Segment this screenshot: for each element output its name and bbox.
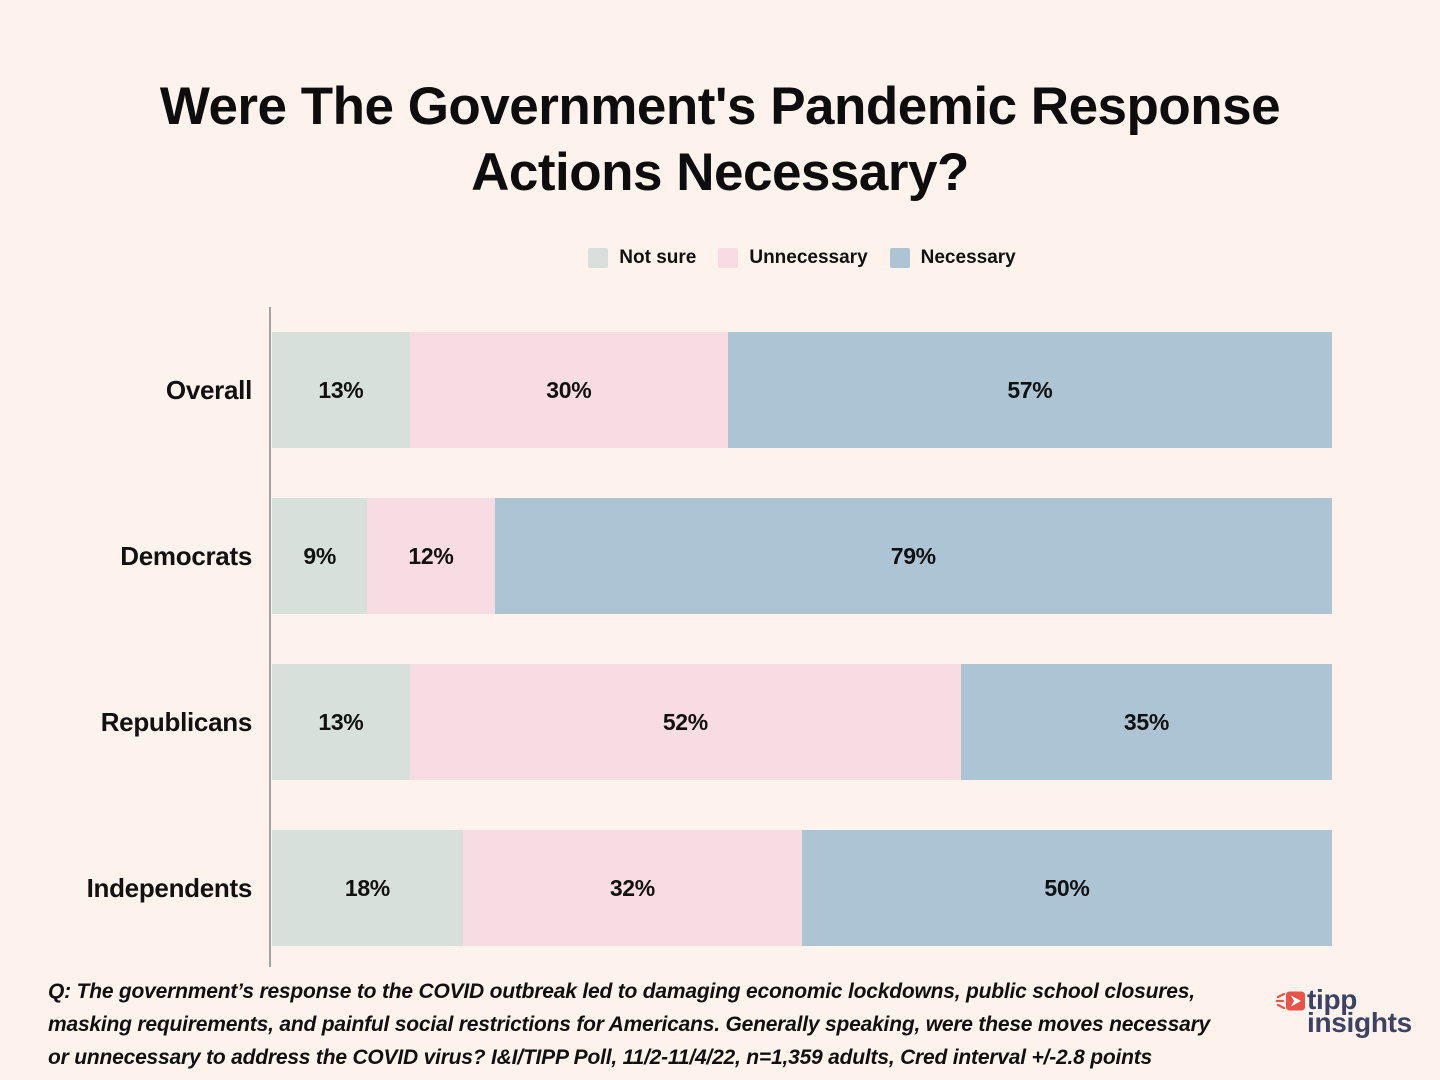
segment-value: 50% (1044, 874, 1090, 901)
segment-value: 79% (890, 542, 936, 569)
segment-value: 52% (662, 708, 708, 735)
question-line: masking requirements, and painful social… (48, 1013, 1211, 1036)
tipp-insights-logo: tipp insights (1276, 984, 1412, 1038)
bar-segment-unnecessary: 12% (367, 498, 495, 614)
segment-value: 32% (609, 874, 655, 901)
bar-row-overall: Overall 13% 30% 57% (0, 332, 1332, 448)
y-axis-line (269, 307, 271, 967)
legend-swatch-not-sure (588, 248, 609, 268)
bar-row-democrats: Democrats 9% 12% 79% (0, 498, 1332, 614)
bar-segment-necessary: 57% (727, 332, 1332, 448)
category-label: Overall (165, 374, 252, 405)
legend-item-not-sure: Not sure (588, 247, 696, 269)
bar-row-republicans: Republicans 13% 52% 35% (0, 664, 1332, 780)
bar-track: 18% 32% 50% (272, 830, 1332, 946)
question-line: or unnecessary to address the COVID viru… (48, 1046, 1153, 1069)
segment-value: 57% (1007, 376, 1053, 403)
category-label: Independents (86, 872, 253, 903)
bar-track: 9% 12% 79% (272, 498, 1332, 614)
bar-segment-necessary: 79% (494, 498, 1332, 614)
bar-rows: Overall 13% 30% 57% Democrats 9% 12% 79% Republi… (0, 332, 1332, 946)
stacked-bar-chart: Overall 13% 30% 57% Democrats 9% 12% 79% Republi… (0, 307, 1440, 967)
logo-text: tipp insights (1307, 984, 1412, 1038)
legend-label: Unnecessary (749, 247, 868, 268)
segment-value: 13% (318, 376, 364, 403)
bar-track: 13% 30% 57% (272, 332, 1332, 448)
chart-title: Were The Government's Pandemic Response … (159, 77, 1281, 202)
segment-value: 18% (344, 874, 390, 901)
segment-value: 30% (546, 376, 592, 403)
logo-line-insights: insights (1307, 1007, 1412, 1038)
segment-value: 12% (408, 542, 454, 569)
segment-value: 13% (318, 708, 364, 735)
bar-segment-unnecessary: 30% (409, 332, 728, 448)
category-label: Democrats (120, 540, 252, 571)
question-line: Q: The government’s response to the COVI… (48, 980, 1195, 1003)
bar-segment-not-sure: 18% (272, 830, 463, 946)
legend-item-necessary: Necessary (889, 247, 1016, 269)
legend-item-unnecessary: Unnecessary (718, 247, 868, 269)
bar-segment-not-sure: 13% (272, 332, 410, 448)
bar-segment-unnecessary: 52% (409, 664, 961, 780)
legend-swatch-unnecessary (718, 248, 739, 268)
bar-segment-unnecessary: 32% (462, 830, 802, 946)
bar-row-independents: Independents 18% 32% 50% (0, 830, 1332, 946)
bar-track: 13% 52% 35% (272, 664, 1332, 780)
segment-value: 35% (1123, 708, 1170, 735)
segment-value: 9% (303, 542, 337, 569)
bar-segment-necessary: 50% (801, 830, 1332, 946)
legend-label: Not sure (619, 247, 697, 268)
logo-line-tipp: tipp (1307, 984, 1358, 1015)
bar-segment-not-sure: 9% (272, 498, 368, 614)
legend: Not sure Unnecessary Necessary (272, 247, 1332, 269)
footer: Q: The government’s response to the COVI… (0, 970, 1440, 1080)
arrow-right-badge-icon (1276, 991, 1305, 1011)
category-label: Republicans (100, 706, 253, 737)
legend-label: Necessary (920, 247, 1016, 268)
bar-segment-not-sure: 13% (272, 664, 410, 780)
bar-segment-necessary: 35% (960, 664, 1332, 780)
legend-swatch-necessary (889, 248, 910, 268)
question-source-text: Q: The government’s response to the COVI… (48, 975, 1210, 1074)
